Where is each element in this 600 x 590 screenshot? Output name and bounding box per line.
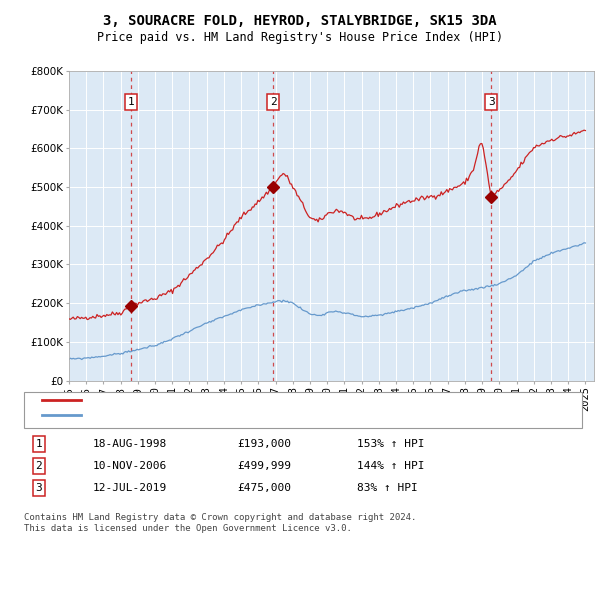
Text: 3: 3 [35,483,43,493]
Text: 1: 1 [35,440,43,449]
Text: Contains HM Land Registry data © Crown copyright and database right 2024.
This d: Contains HM Land Registry data © Crown c… [24,513,416,533]
Text: 18-AUG-1998: 18-AUG-1998 [93,440,167,449]
Text: 12-JUL-2019: 12-JUL-2019 [93,483,167,493]
Text: 3: 3 [488,97,494,107]
Text: £499,999: £499,999 [237,461,291,471]
Text: 2: 2 [35,461,43,471]
Text: 153% ↑ HPI: 153% ↑ HPI [357,440,425,449]
Text: Price paid vs. HM Land Registry's House Price Index (HPI): Price paid vs. HM Land Registry's House … [97,31,503,44]
Text: 83% ↑ HPI: 83% ↑ HPI [357,483,418,493]
Text: 3, SOURACRE FOLD, HEYROD, STALYBRIDGE, SK15 3DA: 3, SOURACRE FOLD, HEYROD, STALYBRIDGE, S… [103,14,497,28]
Text: 2: 2 [270,97,277,107]
Text: 1: 1 [128,97,134,107]
Text: £193,000: £193,000 [237,440,291,449]
Text: £475,000: £475,000 [237,483,291,493]
Text: HPI: Average price, detached house, Tameside: HPI: Average price, detached house, Tame… [87,411,362,420]
Text: 10-NOV-2006: 10-NOV-2006 [93,461,167,471]
Text: 3, SOURACRE FOLD, HEYROD, STALYBRIDGE, SK15 3DA (detached house): 3, SOURACRE FOLD, HEYROD, STALYBRIDGE, S… [87,395,487,405]
Text: 144% ↑ HPI: 144% ↑ HPI [357,461,425,471]
